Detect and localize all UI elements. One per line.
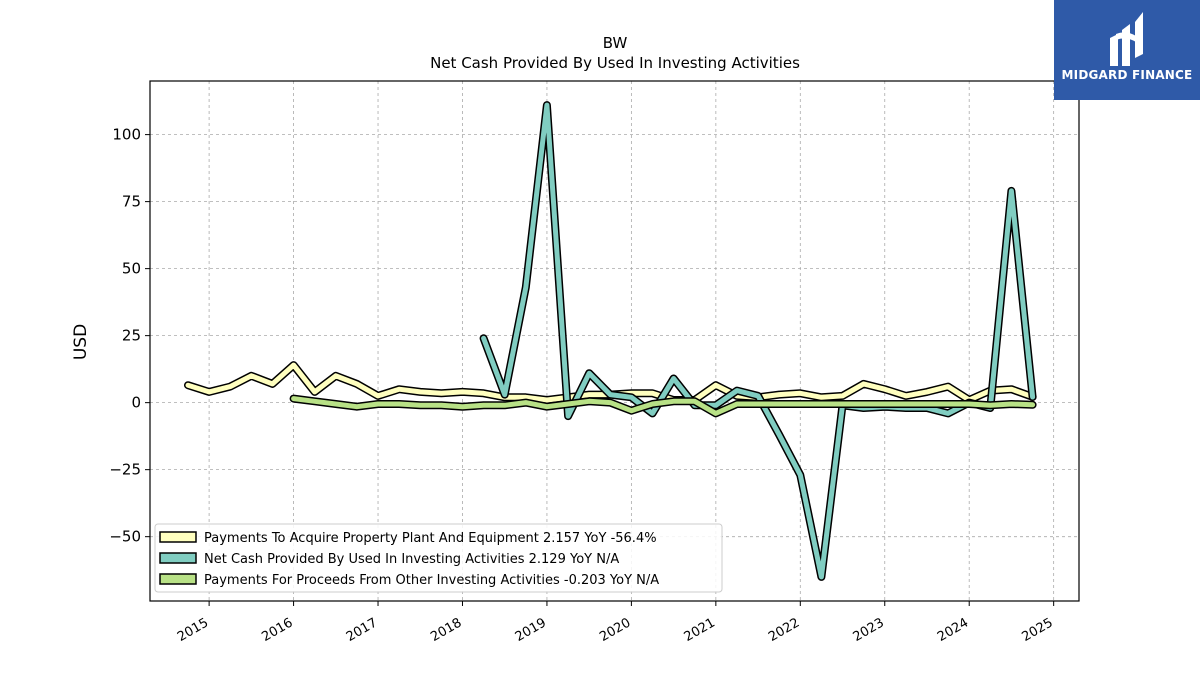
legend-entry: Net Cash Provided By Used In Investing A… xyxy=(204,552,619,567)
x-tick-label: 2024 xyxy=(935,615,971,645)
y-tick-label: 0 xyxy=(131,394,141,412)
x-tick-label: 2016 xyxy=(259,615,295,645)
legend-box xyxy=(154,523,723,593)
series-line-outline xyxy=(479,101,1037,581)
chart-subtitle: Net Cash Provided By Used In Investing A… xyxy=(430,54,800,72)
y-axis: −50 −25 0 25 50 75 100 xyxy=(109,126,150,546)
x-axis: 2015 2016 2017 2018 2019 2020 2021 2022 2023 2024… xyxy=(175,601,1056,645)
y-tick-label: 25 xyxy=(122,327,141,345)
x-tick-label: 2020 xyxy=(597,615,633,645)
x-tick-label: 2023 xyxy=(851,615,887,645)
grid xyxy=(150,81,1079,601)
plot-frame xyxy=(149,80,1080,602)
logo-mark-icon xyxy=(1110,12,1143,66)
legend-swatch xyxy=(159,552,197,564)
series-layer xyxy=(184,101,1037,581)
legend-entry: Payments For Proceeds From Other Investi… xyxy=(204,573,659,588)
x-tick-label: 2021 xyxy=(682,615,718,645)
y-axis-label: USD xyxy=(71,324,91,360)
series-1 xyxy=(479,101,1037,581)
x-tick-label: 2017 xyxy=(344,615,380,645)
x-tick-label: 2019 xyxy=(513,615,549,645)
x-tick-label: 2025 xyxy=(1020,615,1056,645)
x-tick-label: 2018 xyxy=(428,615,464,645)
x-tick-label: 2015 xyxy=(175,615,211,645)
x-tick-label: 2022 xyxy=(766,615,802,645)
legend-swatch xyxy=(159,531,197,543)
y-tick-label: −25 xyxy=(109,461,141,479)
y-tick-label: −50 xyxy=(109,528,141,546)
legend-swatch xyxy=(159,573,197,585)
logo: MIDGARD FINANCE xyxy=(1054,0,1200,100)
y-tick-label: 100 xyxy=(112,126,141,144)
legend-entry: Payments To Acquire Property Plant And E… xyxy=(204,531,657,546)
series-2 xyxy=(289,394,1037,418)
y-tick-label: 50 xyxy=(122,260,141,278)
y-tick-label: 75 xyxy=(122,193,141,211)
chart-title: BW xyxy=(603,34,628,52)
legend: Payments To Acquire Property Plant And E… xyxy=(154,523,723,593)
logo-text: MIDGARD FINANCE xyxy=(1061,68,1193,82)
series-line xyxy=(291,396,1036,416)
